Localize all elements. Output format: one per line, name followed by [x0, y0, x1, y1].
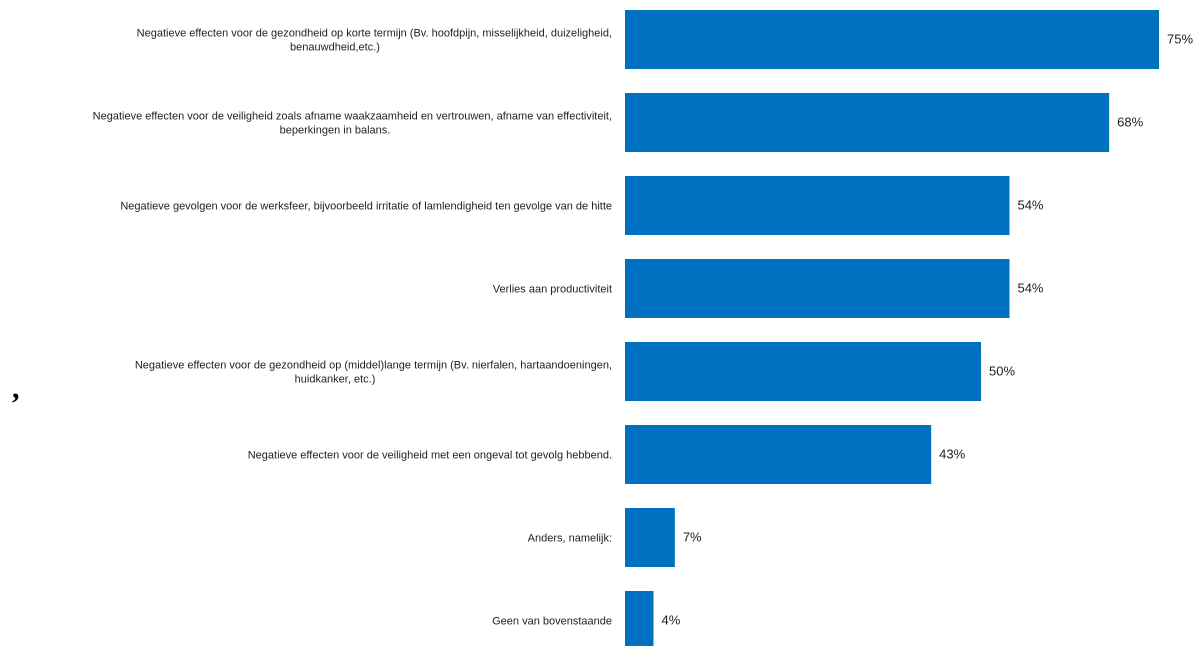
value-label-6: 7% [683, 530, 702, 545]
bar-7 [625, 591, 654, 646]
value-label-1: 68% [1117, 115, 1143, 130]
category-label-2: Negatieve gevolgen voor de werksfeer, bi… [120, 201, 612, 213]
bar-0 [625, 10, 1159, 69]
bar-1 [625, 93, 1110, 152]
value-label-2: 54% [1017, 198, 1043, 213]
category-label-5: Negatieve effecten voor de veiligheid me… [248, 450, 612, 462]
stray-comma-mark: , [12, 372, 20, 405]
bar-4 [625, 342, 981, 401]
category-label-1: Negatieve effecten voor de veiligheid zo… [93, 111, 612, 137]
bar-5 [625, 425, 932, 484]
category-label-0: Negatieve effecten voor de gezondheid op… [137, 28, 612, 54]
category-label-6: Anders, namelijk: [528, 533, 612, 545]
value-label-0: 75% [1167, 32, 1193, 47]
bar-6 [625, 508, 675, 567]
value-label-4: 50% [989, 364, 1015, 379]
bar-2 [625, 176, 1010, 235]
value-label-3: 54% [1017, 281, 1043, 296]
value-label-5: 43% [939, 447, 965, 462]
value-label-7: 4% [661, 613, 680, 628]
category-label-4: Negatieve effecten voor de gezondheid op… [135, 360, 612, 386]
category-label-3: Verlies aan productiviteit [493, 284, 612, 296]
category-label-7: Geen van bovenstaande [492, 616, 612, 628]
bar-3 [625, 259, 1010, 318]
